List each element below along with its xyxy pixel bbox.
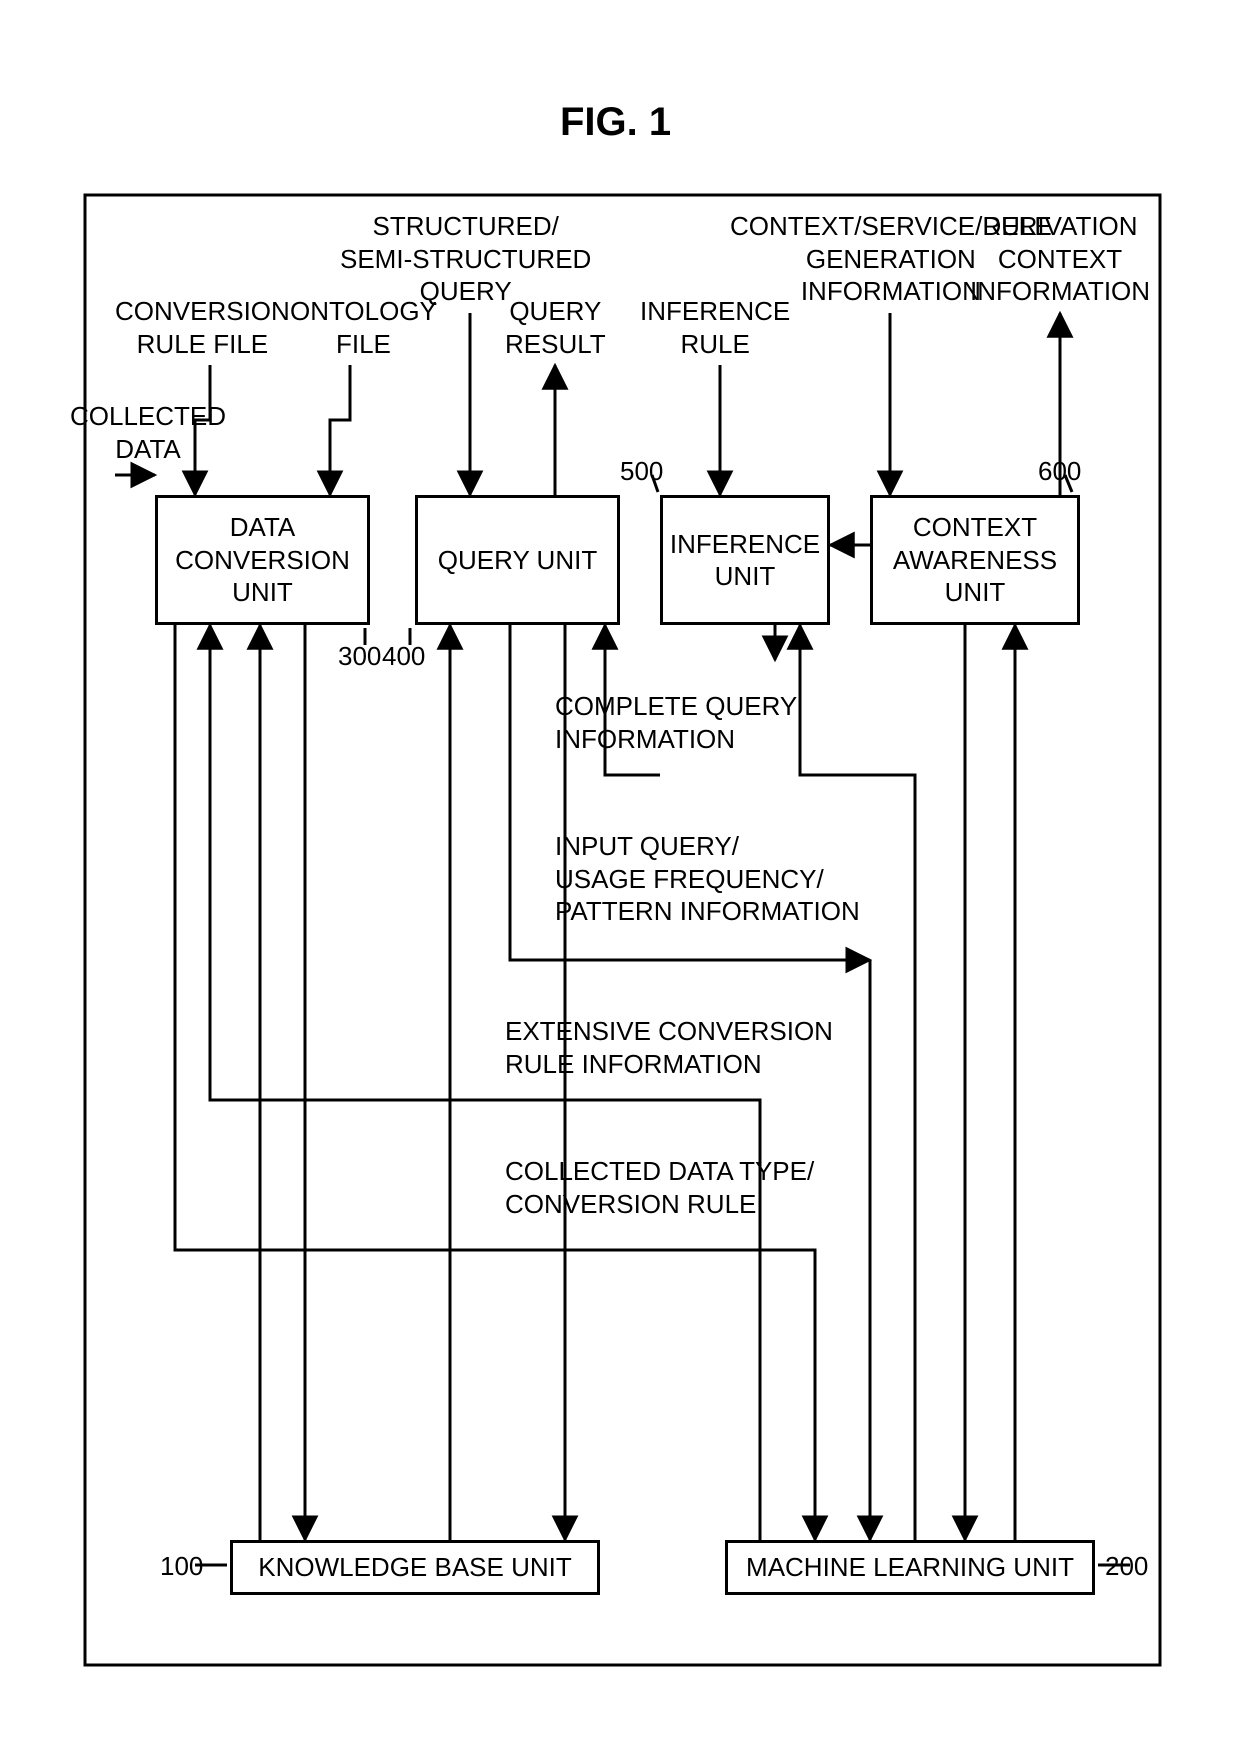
complete-query-info-label: COMPLETE QUERY INFORMATION (555, 690, 797, 755)
ontology-file-in (330, 365, 350, 495)
data-conversion-unit-label: DATA CONVERSION UNIT (164, 511, 361, 609)
outer-frame (85, 195, 1160, 1665)
collected-data-label: COLLECTED DATA (70, 400, 226, 465)
data-conversion-unit-box: DATA CONVERSION UNIT (155, 495, 370, 625)
knowledge-base-unit-label: KNOWLEDGE BASE UNIT (258, 1551, 572, 1584)
id-label-200: 200 (1105, 1550, 1148, 1583)
extensive-conversion-rule-label: EXTENSIVE CONVERSION RULE INFORMATION (505, 1015, 833, 1080)
id-label-100: 100 (160, 1550, 203, 1583)
diagram-stage: FIG. 1 DATA CONVERSION UNIT QUERY UNIT I… (0, 0, 1240, 1739)
ml-to-dataconv (210, 625, 760, 1540)
machine-learning-unit-box: MACHINE LEARNING UNIT (725, 1540, 1095, 1595)
id-label-500: 500 (620, 455, 663, 488)
id-label-400: 400 (382, 640, 425, 673)
ml-to-inference (800, 625, 915, 1540)
input-query-usage-pattern-label: INPUT QUERY/ USAGE FREQUENCY/ PATTERN IN… (555, 830, 860, 928)
knowledge-base-unit-box: KNOWLEDGE BASE UNIT (230, 1540, 600, 1595)
dataconv-to-ml (175, 625, 815, 1540)
inference-unit-label: INFERENCE UNIT (669, 528, 821, 593)
query-unit-label: QUERY UNIT (438, 544, 597, 577)
inference-unit-box: INFERENCE UNIT (660, 495, 830, 625)
derivation-context-label: DERIVATION CONTEXT INFORMATION (970, 210, 1150, 308)
collected-data-type-label: COLLECTED DATA TYPE/ CONVERSION RULE (505, 1155, 814, 1220)
conversion-rule-file-label: CONVERSION RULE FILE (115, 295, 290, 360)
id-label-600: 600 (1038, 455, 1081, 488)
query-result-label: QUERY RESULT (505, 295, 606, 360)
query-unit-box: QUERY UNIT (415, 495, 620, 625)
structured-query-label: STRUCTURED/ SEMI-STRUCTURED QUERY (340, 210, 591, 308)
context-awareness-unit-box: CONTEXT AWARENESS UNIT (870, 495, 1080, 625)
id-label-300: 300 (338, 640, 381, 673)
context-awareness-unit-label: CONTEXT AWARENESS UNIT (879, 511, 1071, 609)
machine-learning-unit-label: MACHINE LEARNING UNIT (746, 1551, 1074, 1584)
